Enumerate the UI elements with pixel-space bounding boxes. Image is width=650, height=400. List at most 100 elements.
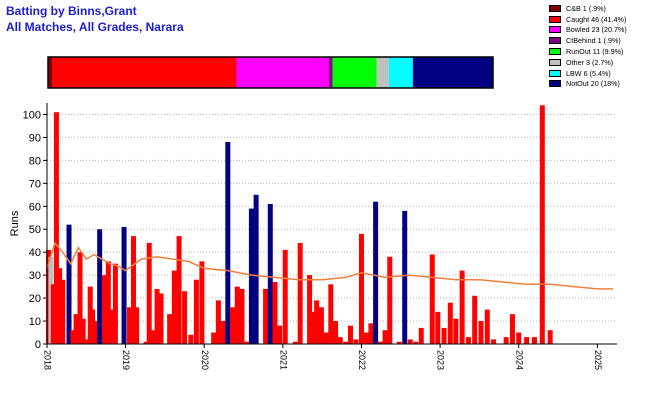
legend-label: CtBehind 1 (.9%) <box>566 36 621 46</box>
bar-caught <box>318 307 324 344</box>
x-tick-label: 2020 <box>200 350 210 370</box>
bar-caught <box>101 275 107 344</box>
bar-notout <box>402 210 408 344</box>
average-line <box>46 241 614 290</box>
legend-swatch <box>549 26 561 34</box>
legend-label: Other 3 (2.7%) <box>566 57 614 67</box>
bar-caught <box>70 330 76 344</box>
legend-item-ctbehind: CtBehind 1 (.9%) <box>549 35 645 46</box>
bar-caught <box>60 279 66 344</box>
bar-caught <box>150 330 156 344</box>
bar-caught <box>472 295 478 344</box>
chart-subtitle: All Matches, All Grades, Narara <box>6 20 184 34</box>
bar-caught <box>539 105 545 345</box>
bar-caught <box>363 332 369 344</box>
bar-caught <box>441 327 447 344</box>
bar-caught <box>547 330 553 344</box>
bar-caught <box>396 341 402 344</box>
bar-caught <box>337 337 343 344</box>
bar-caught <box>146 243 152 344</box>
bar-caught <box>491 339 497 344</box>
y-tick-label: 100 <box>23 109 41 121</box>
bar-caught <box>53 112 59 344</box>
bar-caught <box>50 284 56 344</box>
bar-caught <box>73 314 79 344</box>
bar-caught <box>83 339 89 344</box>
y-tick-label: 0 <box>35 339 41 351</box>
bar-caught <box>484 309 490 344</box>
x-tick-label: 2022 <box>357 350 367 370</box>
bar-caught <box>77 252 83 344</box>
bar-caught <box>90 309 96 344</box>
bar-caught <box>105 261 111 344</box>
legend-item-runout: RunOut 11 (9.9%) <box>549 46 645 57</box>
dismissal-segment-lbw <box>388 57 413 88</box>
legend-swatch <box>549 69 561 77</box>
bar-caught <box>447 302 453 344</box>
bar-caught <box>171 270 177 344</box>
bar-caught <box>343 341 349 344</box>
legend-item-bowled: Bowled 23 (20.7%) <box>549 25 645 36</box>
y-tick-label: 50 <box>29 224 41 236</box>
bar-caught <box>94 321 100 344</box>
bar-caught <box>503 337 509 344</box>
bar-caught <box>387 256 393 344</box>
bar-caught <box>435 311 441 344</box>
dismissal-segment-cb <box>48 57 53 88</box>
legend-label: NotOut 20 (18%) <box>566 79 620 89</box>
dismissal-segment-notout <box>412 57 493 88</box>
bar-caught <box>199 261 205 344</box>
legend: C&B 1 (.9%) Caught 46 (41.4%) Bowled 23 … <box>549 3 645 89</box>
bar-caught <box>358 233 364 344</box>
bar-caught <box>188 334 194 344</box>
bar-caught <box>524 337 530 344</box>
dismissal-segment-caught <box>52 57 237 88</box>
bar-caught <box>127 307 133 344</box>
y-tick-label: 70 <box>29 178 41 190</box>
bar-caught <box>239 288 245 344</box>
bar-caught <box>130 236 136 344</box>
bar-caught <box>234 286 240 344</box>
bar-caught <box>211 332 217 344</box>
bar-caught <box>328 284 334 344</box>
legend-item-other: Other 3 (2.7%) <box>549 57 645 68</box>
dismissal-segment-runout <box>332 57 377 88</box>
bar-caught <box>109 309 115 344</box>
legend-swatch <box>549 4 561 12</box>
legend-swatch <box>549 80 561 88</box>
bar-caught <box>377 341 383 344</box>
legend-label: C&B 1 (.9%) <box>566 3 606 13</box>
legend-label: Bowled 23 (20.7%) <box>566 25 627 35</box>
bar-caught <box>509 314 515 344</box>
bar-caught <box>459 270 465 344</box>
bar-caught <box>465 337 471 344</box>
legend-swatch <box>549 37 561 45</box>
legend-item-lbw: LBW 6 (5.4%) <box>549 68 645 79</box>
bar-notout <box>97 229 103 344</box>
bar-caught <box>292 341 298 344</box>
bar-caught <box>244 341 250 344</box>
bar-caught <box>310 311 316 344</box>
bar-caught <box>112 263 118 344</box>
bar-caught <box>516 332 522 344</box>
y-tick-label: 90 <box>29 132 41 144</box>
x-tick-label: 2024 <box>514 350 524 370</box>
dismissal-segment-ctbehind <box>328 57 333 88</box>
x-tick-label: 2019 <box>121 350 131 370</box>
dismissal-segment-bowled <box>236 57 329 88</box>
bar-notout <box>66 224 72 344</box>
bar-caught <box>215 300 221 344</box>
bar-caught <box>143 341 149 344</box>
bar-caught <box>167 314 173 344</box>
bar-caught <box>453 318 459 344</box>
bar-caught <box>353 339 359 344</box>
x-tick-label: 2018 <box>43 350 53 370</box>
bar-notout <box>121 226 127 344</box>
chart-title: Batting by Binns,Grant <box>6 4 137 18</box>
y-tick-label: 80 <box>29 155 41 167</box>
dismissal-strip-border <box>47 56 494 89</box>
bar-notout <box>248 208 254 344</box>
y-tick-label: 30 <box>29 270 41 282</box>
y-tick-label: 10 <box>29 316 41 328</box>
bar-caught <box>220 321 226 344</box>
